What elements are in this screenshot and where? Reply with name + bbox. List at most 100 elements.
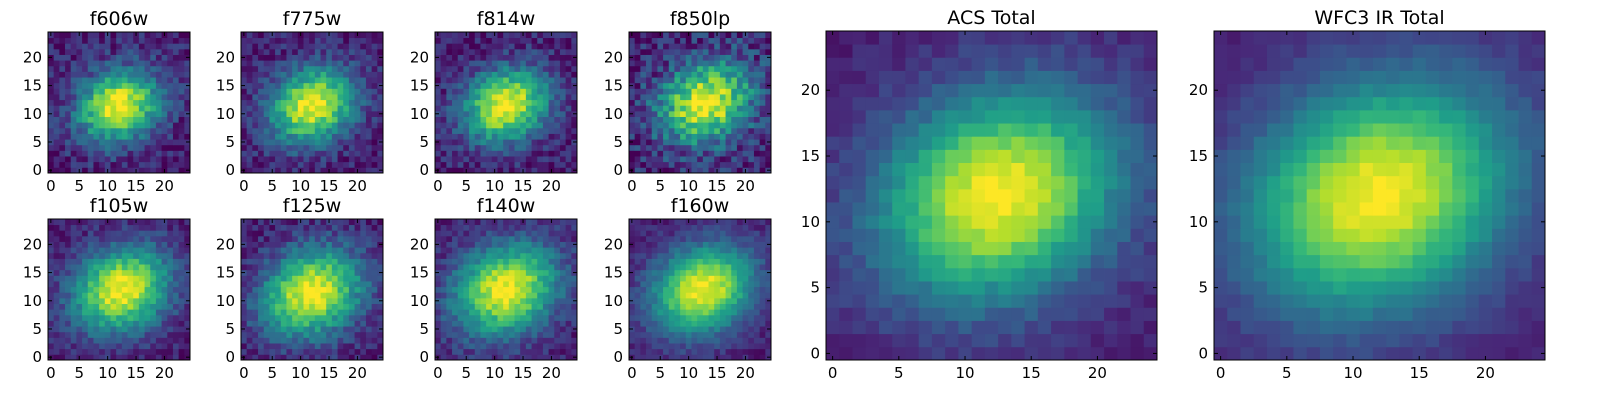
heatmap-cell xyxy=(337,252,344,259)
heatmap-cell xyxy=(309,88,316,95)
heatmap-cell xyxy=(82,65,89,72)
heatmap-cell xyxy=(303,314,310,321)
heatmap-cell xyxy=(480,32,487,39)
heatmap-cell xyxy=(371,247,378,254)
heatmap-cell xyxy=(634,88,641,95)
heatmap-cell xyxy=(365,82,373,89)
heatmap-cell xyxy=(104,77,111,84)
heatmap-cell xyxy=(542,37,549,44)
heatmap-cell xyxy=(258,144,265,151)
heatmap-cell xyxy=(280,275,287,282)
heatmap-cell xyxy=(452,133,459,140)
heatmap-cell xyxy=(748,314,755,321)
heatmap-cell xyxy=(269,247,276,254)
heatmap-cell xyxy=(365,354,373,361)
heatmap-cell xyxy=(474,133,481,140)
heatmap-cell xyxy=(161,65,168,72)
heatmap-cell xyxy=(354,275,361,282)
heatmap-cell xyxy=(685,88,692,95)
heatmap-cell xyxy=(702,167,709,174)
heatmap-cell xyxy=(446,314,453,321)
heatmap-cell xyxy=(314,54,321,61)
heatmap-cell xyxy=(184,331,191,338)
heatmap-cell xyxy=(155,77,162,84)
heatmap-cell xyxy=(292,37,299,44)
heatmap-cell xyxy=(161,348,168,355)
heatmap-cell xyxy=(446,235,453,242)
heatmap-cell xyxy=(258,110,265,117)
heatmap-cell xyxy=(70,122,77,129)
heatmap-cell xyxy=(76,37,83,44)
heatmap-cell xyxy=(765,331,772,338)
heatmap-cell xyxy=(531,150,538,157)
heatmap-cell xyxy=(497,71,504,78)
heatmap-cell xyxy=(76,348,83,355)
heatmap-cell xyxy=(520,269,527,276)
heatmap-cell xyxy=(629,60,636,67)
heatmap-cell xyxy=(571,122,578,129)
heatmap-cell xyxy=(144,252,151,259)
heatmap-cell xyxy=(48,88,55,95)
heatmap-cell xyxy=(263,309,270,316)
heatmap-cell xyxy=(748,71,755,78)
heatmap-cell xyxy=(343,235,350,242)
heatmap-cell xyxy=(138,77,145,84)
heatmap-cell xyxy=(520,99,527,106)
heatmap-cell xyxy=(320,348,327,355)
heatmap-cell xyxy=(303,286,310,293)
heatmap-cell xyxy=(309,235,316,242)
heatmap-cell xyxy=(70,139,77,146)
heatmap-cell xyxy=(99,54,106,61)
heatmap-cell xyxy=(725,275,732,282)
heatmap-cell xyxy=(446,292,453,299)
heatmap-cell xyxy=(297,48,304,55)
heatmap-cell xyxy=(508,139,515,146)
heatmap-cell xyxy=(497,275,504,282)
heatmap-cell xyxy=(161,337,168,344)
heatmap-cell xyxy=(531,167,538,174)
heatmap-cell xyxy=(161,314,168,321)
heatmap-cell xyxy=(269,139,276,146)
heatmap-cell xyxy=(753,94,761,101)
heatmap-cell xyxy=(241,122,248,129)
heatmap-cell xyxy=(542,94,549,101)
heatmap-cell xyxy=(365,309,373,316)
heatmap-cell xyxy=(48,122,55,129)
heatmap-cell xyxy=(82,309,89,316)
heatmap-cell xyxy=(161,122,168,129)
heatmap-cell xyxy=(337,48,344,55)
heatmap-cell xyxy=(133,258,140,265)
heatmap-cell xyxy=(133,127,140,134)
heatmap-cell xyxy=(435,303,442,310)
heatmap-cell xyxy=(326,309,333,316)
heatmap-cell xyxy=(275,235,282,242)
heatmap-cell xyxy=(725,99,732,106)
heatmap-cell xyxy=(275,54,282,61)
heatmap-cell xyxy=(452,337,459,344)
heatmap-cell xyxy=(354,343,361,350)
heatmap-cell xyxy=(331,303,338,310)
heatmap-cell xyxy=(697,156,704,163)
heatmap-cell xyxy=(474,314,481,321)
heatmap-cell xyxy=(343,37,350,44)
y-tick-label: 15 xyxy=(410,77,429,95)
heatmap-cell xyxy=(127,252,134,259)
heatmap-cell xyxy=(104,292,111,299)
heatmap-cell xyxy=(491,281,498,288)
heatmap-cell xyxy=(668,326,675,333)
heatmap-cell xyxy=(121,71,128,78)
heatmap-cell xyxy=(292,82,299,89)
heatmap-cell xyxy=(144,235,151,242)
heatmap-cell xyxy=(365,65,373,72)
heatmap-cell xyxy=(371,309,378,316)
heatmap-cell xyxy=(280,32,287,39)
heatmap-cell xyxy=(110,230,117,237)
heatmap-cell xyxy=(525,303,532,310)
heatmap-cell xyxy=(241,71,248,78)
heatmap-cell xyxy=(514,127,521,134)
heatmap-cell xyxy=(314,320,321,327)
heatmap-cell xyxy=(554,82,561,89)
heatmap-cell xyxy=(184,309,191,316)
heatmap-cell xyxy=(542,281,549,288)
heatmap-cell xyxy=(531,43,538,50)
